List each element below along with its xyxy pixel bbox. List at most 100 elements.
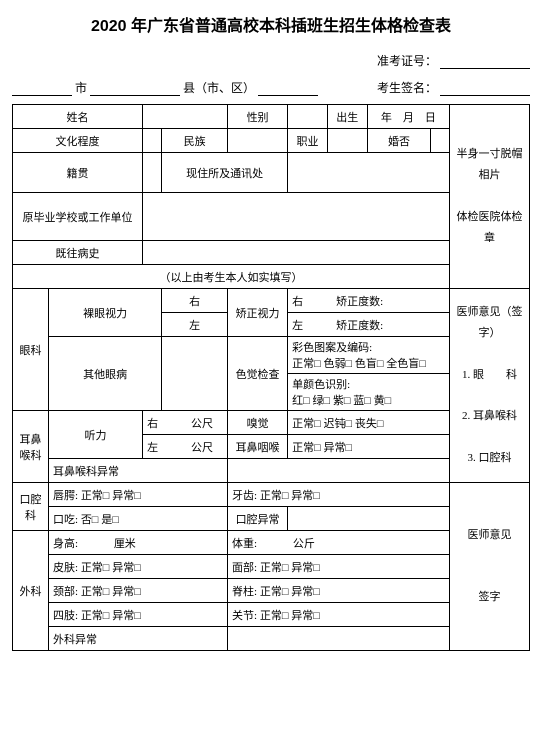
stutter-label: 口吃: <box>53 514 78 526</box>
lips-opts: 正常□ 异常□ <box>81 490 141 502</box>
throat-label: 耳鼻咽喉 <box>228 435 288 459</box>
district-input[interactable] <box>258 80 318 96</box>
height-label: 身高: <box>53 538 78 550</box>
stutter-cell[interactable]: 口吃: 否□ 是□ <box>49 507 228 531</box>
height-cell[interactable]: 身高: 厘米 <box>49 531 228 555</box>
neck-label: 颈部: <box>53 586 78 598</box>
sign-label: 考生签名： <box>377 81 437 95</box>
sig-eye: 1. 眼 科 <box>454 365 525 386</box>
naked-right[interactable]: 右 <box>162 289 228 313</box>
sex-input[interactable] <box>288 105 328 129</box>
neck-cell[interactable]: 颈部: 正常□ 异常□ <box>49 579 228 603</box>
marry-input[interactable] <box>431 129 450 153</box>
photo-text2: 体检医院体检章 <box>454 207 525 249</box>
surgery-abn-input[interactable] <box>228 627 450 651</box>
school-input[interactable] <box>143 193 450 241</box>
job-label: 职业 <box>288 129 328 153</box>
face-cell[interactable]: 面部: 正常□ 异常□ <box>228 555 450 579</box>
oral-abn-label: 口腔异常 <box>228 507 288 531</box>
sig-doctor-opinion2: 医师意见 <box>454 525 525 546</box>
height-unit: 厘米 <box>114 538 136 550</box>
naked-left[interactable]: 左 <box>162 313 228 337</box>
smell-opts[interactable]: 正常□ 迟钝□ 丧失□ <box>288 411 450 435</box>
color-detail1: 彩色图案及编码: <box>292 339 445 355</box>
stutter-opts: 否□ 是□ <box>81 514 119 526</box>
page-title: 2020 年广东省普通高校本科插班生招生体格检查表 <box>12 12 530 36</box>
name-input[interactable] <box>143 105 228 129</box>
smell-label: 嗅觉 <box>228 411 288 435</box>
joint-cell[interactable]: 关节: 正常□ 异常□ <box>228 603 450 627</box>
surgery-abn-label: 外科异常 <box>49 627 228 651</box>
hearing-left[interactable]: 左 公尺 <box>143 435 228 459</box>
native-label: 籍贯 <box>13 153 143 193</box>
color-detail2: 正常□ 色弱□ 色盲□ 全色盲□ <box>292 355 445 371</box>
limbs-label: 四肢: <box>53 610 78 622</box>
corr-right[interactable]: 右 矫正度数: <box>288 289 450 313</box>
surgery-dept: 外科 <box>13 531 49 651</box>
face-label: 面部: <box>232 562 257 574</box>
photo-cell: 半身一寸脱帽相片 体检医院体检章 <box>450 105 530 289</box>
county-input[interactable] <box>90 80 180 96</box>
weight-unit: 公斤 <box>293 538 315 550</box>
limbs-opts: 正常□ 异常□ <box>81 610 141 622</box>
color-detail-a[interactable]: 彩色图案及编码: 正常□ 色弱□ 色盲□ 全色盲□ <box>288 337 450 374</box>
birth-value[interactable]: 年 月 日 <box>367 105 449 129</box>
location-row: 市 县（市、区） 考生签名： <box>12 79 530 96</box>
teeth-opts: 正常□ 异常□ <box>260 490 320 502</box>
teeth-cell[interactable]: 牙齿: 正常□ 异常□ <box>228 483 450 507</box>
name-label: 姓名 <box>13 105 143 129</box>
joint-opts: 正常□ 异常□ <box>260 610 320 622</box>
eye-other-label: 其他眼病 <box>49 337 162 411</box>
face-opts: 正常□ 异常□ <box>260 562 320 574</box>
birth-label: 出生 <box>327 105 367 129</box>
naked-label: 裸眼视力 <box>49 289 162 337</box>
corr-left[interactable]: 左 矫正度数: <box>288 313 450 337</box>
ticket-input[interactable] <box>440 53 530 69</box>
ent-dept: 耳鼻喉科 <box>13 411 49 483</box>
school-label: 原毕业学校或工作单位 <box>13 193 143 241</box>
marry-label: 婚否 <box>367 129 431 153</box>
limbs-cell[interactable]: 四肢: 正常□ 异常□ <box>49 603 228 627</box>
sig-surgery: 医师意见 签字 <box>450 483 530 651</box>
addr-input[interactable] <box>288 153 450 193</box>
color-detail3: 单颜色识别: <box>292 376 445 392</box>
sig-doctor-opinion: 医师意见（签字） <box>454 302 525 344</box>
sex-label: 性别 <box>228 105 288 129</box>
ent-abn-label: 耳鼻喉科异常 <box>49 459 228 483</box>
history-input[interactable] <box>143 241 450 265</box>
oral-abn-input[interactable] <box>288 507 450 531</box>
color-detail-b[interactable]: 单颜色识别: 红□ 绿□ 紫□ 蓝□ 黄□ <box>288 374 450 411</box>
job-input[interactable] <box>327 129 367 153</box>
edu-label: 文化程度 <box>13 129 143 153</box>
hearing-label: 听力 <box>49 411 143 459</box>
oral-dept: 口腔科 <box>13 483 49 531</box>
nation-label: 民族 <box>162 129 228 153</box>
skin-cell[interactable]: 皮肤: 正常□ 异常□ <box>49 555 228 579</box>
city-input[interactable] <box>12 80 72 96</box>
eye-other-input[interactable] <box>162 337 228 411</box>
nation-input[interactable] <box>228 129 288 153</box>
skin-label: 皮肤: <box>53 562 78 574</box>
lips-label: 唇腭: <box>53 490 78 502</box>
ticket-label: 准考证号： <box>377 54 437 68</box>
eye-dept: 眼科 <box>13 289 49 411</box>
native-input[interactable] <box>143 153 162 193</box>
sig-sign: 签字 <box>454 587 525 608</box>
sig-ent: 2. 耳鼻喉科 <box>454 406 525 427</box>
sig-oral: 3. 口腔科 <box>454 448 525 469</box>
lips-cell[interactable]: 唇腭: 正常□ 异常□ <box>49 483 228 507</box>
weight-cell[interactable]: 体重: 公斤 <box>228 531 450 555</box>
edu-input[interactable] <box>143 129 162 153</box>
weight-label: 体重: <box>232 538 257 550</box>
teeth-label: 牙齿: <box>232 490 257 502</box>
sign-input[interactable] <box>440 80 530 96</box>
hearing-right[interactable]: 右 公尺 <box>143 411 228 435</box>
spine-cell[interactable]: 脊柱: 正常□ 异常□ <box>228 579 450 603</box>
neck-opts: 正常□ 异常□ <box>81 586 141 598</box>
throat-opts[interactable]: 正常□ 异常□ <box>288 435 450 459</box>
city-suffix: 市 <box>75 81 87 95</box>
ent-abn-input[interactable] <box>228 459 450 483</box>
county-label: 县（市、区） <box>183 81 255 95</box>
self-fill-note: （以上由考生本人如实填写） <box>13 265 450 289</box>
photo-text1: 半身一寸脱帽相片 <box>454 144 525 186</box>
